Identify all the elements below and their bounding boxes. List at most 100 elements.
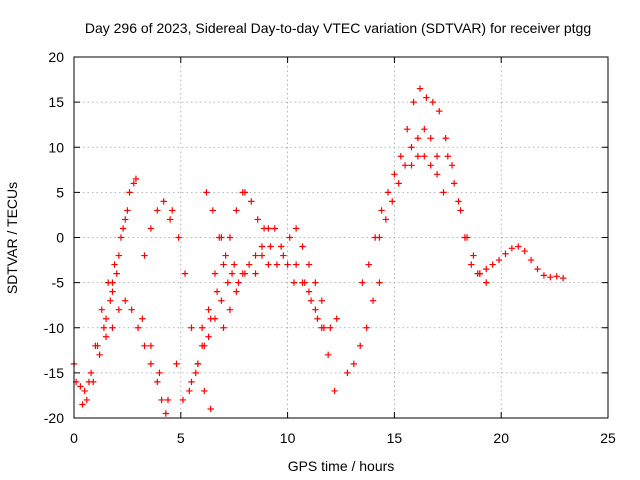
data-point [77, 383, 84, 390]
data-point [350, 360, 358, 368]
data-points [70, 85, 567, 417]
data-point [273, 261, 281, 268]
data-point [164, 396, 172, 404]
x-axis-label: GPS time / hours [288, 458, 395, 474]
data-point [220, 261, 227, 268]
data-point [158, 396, 165, 404]
data-point [248, 198, 255, 205]
data-point [534, 265, 541, 273]
data-point [181, 270, 189, 277]
data-point [299, 243, 306, 250]
data-point [122, 297, 129, 304]
data-point [126, 189, 133, 196]
data-point [154, 378, 161, 386]
series-trace-16 [280, 225, 325, 304]
data-point [414, 153, 422, 160]
data-point [320, 324, 328, 331]
data-point [365, 261, 372, 268]
data-point [205, 333, 212, 340]
data-point [265, 261, 272, 268]
series-trace-01 [70, 288, 116, 404]
data-point [130, 180, 138, 187]
data-point [228, 270, 236, 277]
data-point [457, 207, 464, 214]
data-point [188, 378, 195, 386]
data-point [156, 369, 163, 377]
data-point [357, 342, 364, 349]
series-trace-06 [141, 198, 174, 259]
data-point [113, 270, 120, 277]
data-point [258, 252, 266, 259]
data-point [222, 252, 229, 259]
data-point [235, 279, 242, 286]
data-point [508, 245, 516, 252]
data-point [314, 315, 321, 322]
data-point [376, 279, 383, 286]
data-point [416, 85, 424, 92]
series-trace-11 [198, 261, 238, 340]
data-point [305, 261, 313, 268]
data-point [391, 171, 398, 178]
y-tick-label: -10 [44, 320, 64, 336]
data-point [527, 256, 535, 264]
data-point [194, 360, 202, 368]
data-point [312, 279, 319, 286]
plot-frame [73, 56, 609, 419]
data-point [173, 360, 180, 368]
data-point [436, 107, 443, 115]
data-point [179, 396, 187, 404]
data-point [307, 297, 315, 304]
data-point [166, 216, 174, 223]
data-point [192, 369, 199, 377]
data-point [231, 261, 238, 268]
data-point [327, 324, 334, 331]
data-point [87, 369, 95, 377]
series-trace-02 [72, 180, 138, 408]
data-point [440, 189, 447, 196]
series-trace-14 [241, 189, 281, 268]
data-point [553, 273, 560, 280]
data-point [109, 288, 116, 295]
data-point [489, 261, 496, 268]
data-point [117, 234, 125, 241]
data-point [267, 243, 274, 250]
data-point [233, 288, 240, 295]
data-point [559, 274, 567, 282]
data-point [209, 207, 217, 214]
data-point [134, 324, 142, 331]
series-trace-15 [252, 225, 298, 286]
series-trace-22 [423, 94, 481, 277]
data-point [284, 261, 291, 268]
y-tick-label: -5 [52, 275, 65, 291]
data-point [132, 175, 140, 183]
data-point [115, 252, 123, 259]
data-point [211, 270, 219, 277]
data-point [292, 261, 300, 268]
series-trace-18 [301, 279, 340, 331]
data-point [429, 98, 437, 106]
data-point [203, 189, 210, 196]
data-point [463, 234, 471, 241]
y-tick-label: 15 [48, 94, 64, 110]
x-tick-label: 15 [387, 430, 403, 446]
data-point [451, 180, 458, 187]
data-point [252, 252, 259, 259]
data-point [378, 207, 385, 214]
data-point [421, 153, 428, 160]
data-point [389, 198, 396, 205]
data-point [408, 162, 415, 169]
y-axis-label: SDTVAR / TECUs [4, 182, 20, 294]
data-point [359, 279, 366, 286]
data-point [139, 315, 146, 322]
data-point [344, 369, 351, 377]
data-point [201, 342, 208, 349]
data-point [198, 324, 206, 331]
data-point [444, 153, 451, 160]
data-point [318, 297, 325, 304]
data-point [433, 171, 441, 178]
data-point [468, 261, 475, 268]
data-point [312, 306, 319, 313]
data-point [397, 153, 405, 160]
series-trace-04 [102, 297, 170, 417]
